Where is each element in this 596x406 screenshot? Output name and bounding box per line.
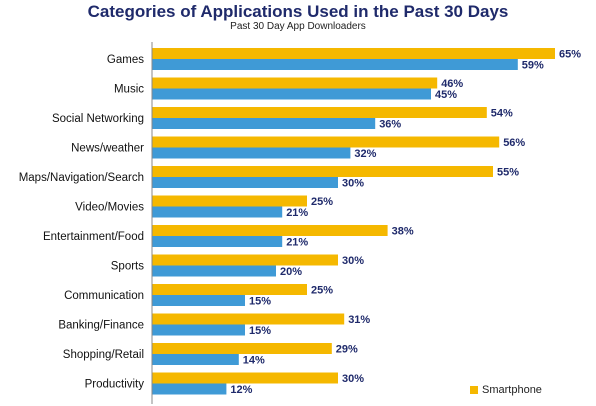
value-label-smartphone-entertainment-food: 38% <box>392 226 414 238</box>
bar-smartphone-maps-navigation-search <box>152 166 493 177</box>
bar-smartphone-communication <box>152 284 307 295</box>
category-label-games: Games <box>107 54 144 66</box>
value-label-series-2-shopping-retail: 14% <box>243 355 265 367</box>
category-label-communication: Communication <box>64 290 144 302</box>
value-label-series-2-banking-finance: 15% <box>249 325 271 337</box>
legend-label-smartphone: Smartphone <box>482 384 542 396</box>
bar-smartphone-sports <box>152 254 338 266</box>
value-label-series-2-entertainment-food: 21% <box>286 237 308 249</box>
bar-smartphone-music <box>152 77 438 89</box>
chart-subtitle: Past 30 Day App Downloaders <box>230 21 366 32</box>
bar-series-2-music <box>152 88 431 100</box>
value-label-smartphone-music: 46% <box>441 78 463 90</box>
category-label-productivity: Productivity <box>85 379 145 391</box>
bar-series-2-news-weather <box>152 147 351 159</box>
value-label-series-2-music: 45% <box>435 89 457 101</box>
category-label-shopping-retail: Shopping/Retail <box>63 349 144 361</box>
category-label-maps-navigation-search: Maps/Navigation/Search <box>19 172 144 184</box>
value-label-smartphone-communication: 25% <box>311 285 333 297</box>
value-label-series-2-communication: 15% <box>249 296 271 308</box>
category-label-sports: Sports <box>111 261 144 273</box>
category-label-news-weather: News/weather <box>71 143 144 155</box>
value-label-series-2-social-networking: 36% <box>379 119 401 131</box>
value-label-smartphone-news-weather: 56% <box>503 137 525 149</box>
value-label-series-2-sports: 20% <box>280 266 302 278</box>
bar-series-2-social-networking <box>152 118 376 129</box>
value-label-smartphone-maps-navigation-search: 55% <box>497 167 519 179</box>
value-label-smartphone-shopping-retail: 29% <box>336 344 358 356</box>
bar-series-2-video-movies <box>152 206 283 218</box>
category-label-music: Music <box>114 84 144 96</box>
bar-smartphone-entertainment-food <box>152 225 388 236</box>
bar-smartphone-banking-finance <box>152 313 345 325</box>
bar-smartphone-video-movies <box>152 195 307 207</box>
bar-series-2-productivity <box>152 383 227 395</box>
category-label-video-movies: Video/Movies <box>75 202 144 214</box>
category-label-banking-finance: Banking/Finance <box>58 320 144 332</box>
category-labels: Games Music Social Networking News/weather M… <box>19 54 145 391</box>
value-label-series-2-maps-navigation-search: 30% <box>342 178 364 190</box>
bar-series-2-shopping-retail <box>152 354 239 365</box>
bar-smartphone-productivity <box>152 372 338 384</box>
category-label-social-networking: Social Networking <box>52 113 144 125</box>
bar-smartphone-news-weather <box>152 136 500 148</box>
bar-series-2-communication <box>152 295 245 306</box>
value-label-smartphone-sports: 30% <box>342 255 364 267</box>
bar-smartphone-games <box>152 48 555 59</box>
bar-series-2-sports <box>152 265 276 277</box>
value-label-smartphone-productivity: 30% <box>342 373 364 385</box>
value-label-series-2-productivity: 12% <box>230 384 252 396</box>
value-label-series-2-games: 59% <box>522 60 544 72</box>
bar-series-2-games <box>152 59 518 70</box>
bar-smartphone-social-networking <box>152 107 487 118</box>
legend-swatch-smartphone <box>470 386 478 394</box>
value-labels: 65%59%46%45%54%36%56%32%55%30%25%21%38%2… <box>230 49 581 397</box>
value-label-smartphone-banking-finance: 31% <box>348 314 370 326</box>
legend: Smartphone <box>470 384 542 396</box>
value-label-smartphone-games: 65% <box>559 49 581 61</box>
bar-series-2-banking-finance <box>152 324 245 336</box>
bar-smartphone-shopping-retail <box>152 343 332 354</box>
value-label-series-2-video-movies: 21% <box>286 207 308 219</box>
value-label-series-2-news-weather: 32% <box>354 148 376 160</box>
value-label-smartphone-video-movies: 25% <box>311 196 333 208</box>
bar-series-2-entertainment-food <box>152 236 283 247</box>
category-label-entertainment-food: Entertainment/Food <box>43 231 144 243</box>
bar-series-2-maps-navigation-search <box>152 177 338 188</box>
chart-title: Categories of Applications Used in the P… <box>87 2 509 21</box>
value-label-smartphone-social-networking: 54% <box>491 108 513 120</box>
bars-group <box>152 48 555 395</box>
